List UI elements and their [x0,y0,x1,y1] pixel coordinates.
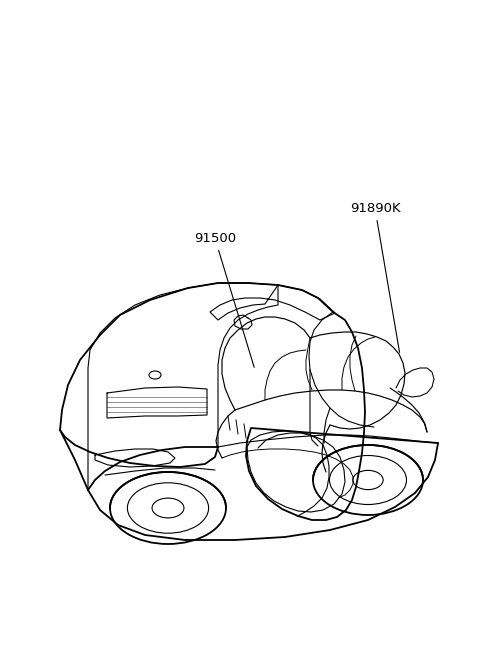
Text: 91890K: 91890K [350,202,400,352]
Text: 91500: 91500 [194,232,254,367]
